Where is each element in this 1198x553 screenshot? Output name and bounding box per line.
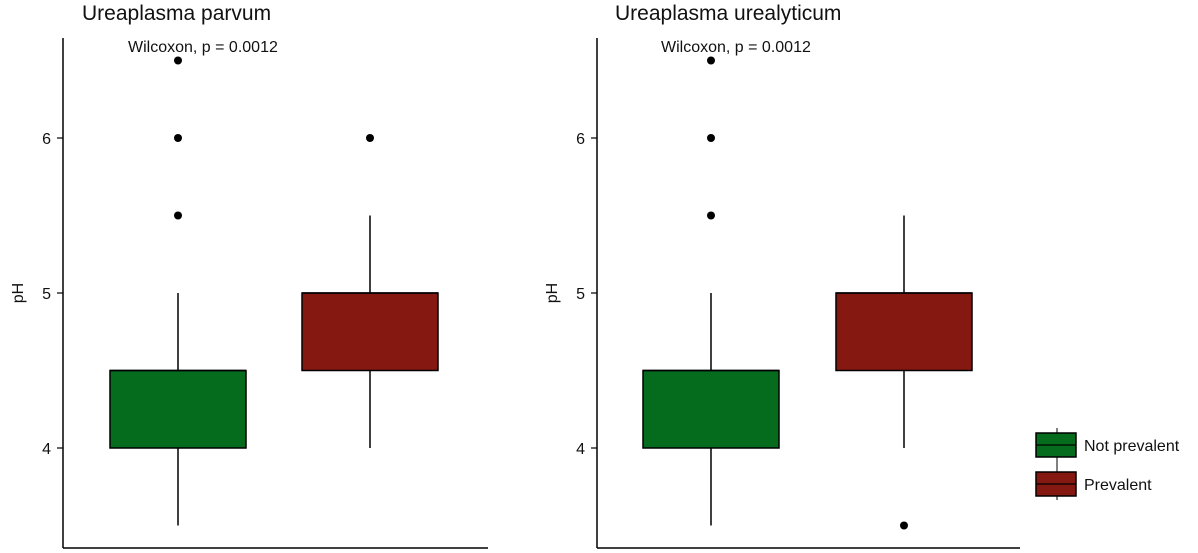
legend-label: Prevalent <box>1084 477 1152 494</box>
outlier-point <box>900 521 908 530</box>
iqr-box <box>642 369 780 449</box>
wilcoxon-annotation: Wilcoxon, p = 0.0012 <box>128 39 278 56</box>
iqr-box <box>109 369 247 449</box>
y-tick-label: 6 <box>576 131 585 148</box>
outlier-point <box>174 211 182 220</box>
outlier-point <box>707 56 715 65</box>
y-tick-label: 5 <box>576 286 585 303</box>
box-prevalent <box>301 134 439 448</box>
box-prevalent <box>835 215 973 530</box>
panel-ureaplasma-parvum: Ureaplasma parvum Wilcoxon, p = 0.0012 4 5 6… <box>10 2 488 549</box>
panel-ureaplasma-urealyticum: Ureaplasma urealyticum Wilcoxon, p = 0.00… <box>544 2 1020 549</box>
box-not-prevalent <box>109 56 247 526</box>
outlier-point <box>707 134 715 142</box>
outlier-point <box>707 211 715 220</box>
iqr-box <box>835 292 973 372</box>
y-axis-label: pH <box>544 283 561 303</box>
legend: Not prevalent Prevalent <box>1035 428 1180 500</box>
chart-title: Ureaplasma urealyticum <box>615 2 841 25</box>
box-not-prevalent <box>642 56 780 526</box>
iqr-box <box>301 292 439 372</box>
outlier-point <box>174 134 182 142</box>
outlier-point <box>174 56 182 65</box>
chart-title: Ureaplasma parvum <box>82 2 271 25</box>
y-tick-label: 5 <box>42 286 51 303</box>
y-tick-label: 4 <box>576 441 585 458</box>
legend-label: Not prevalent <box>1084 438 1180 455</box>
y-axis-label: pH <box>10 283 27 303</box>
wilcoxon-annotation: Wilcoxon, p = 0.0012 <box>661 39 811 56</box>
y-tick-label: 6 <box>42 131 51 148</box>
y-tick-label: 4 <box>42 441 51 458</box>
outlier-point <box>366 134 374 142</box>
